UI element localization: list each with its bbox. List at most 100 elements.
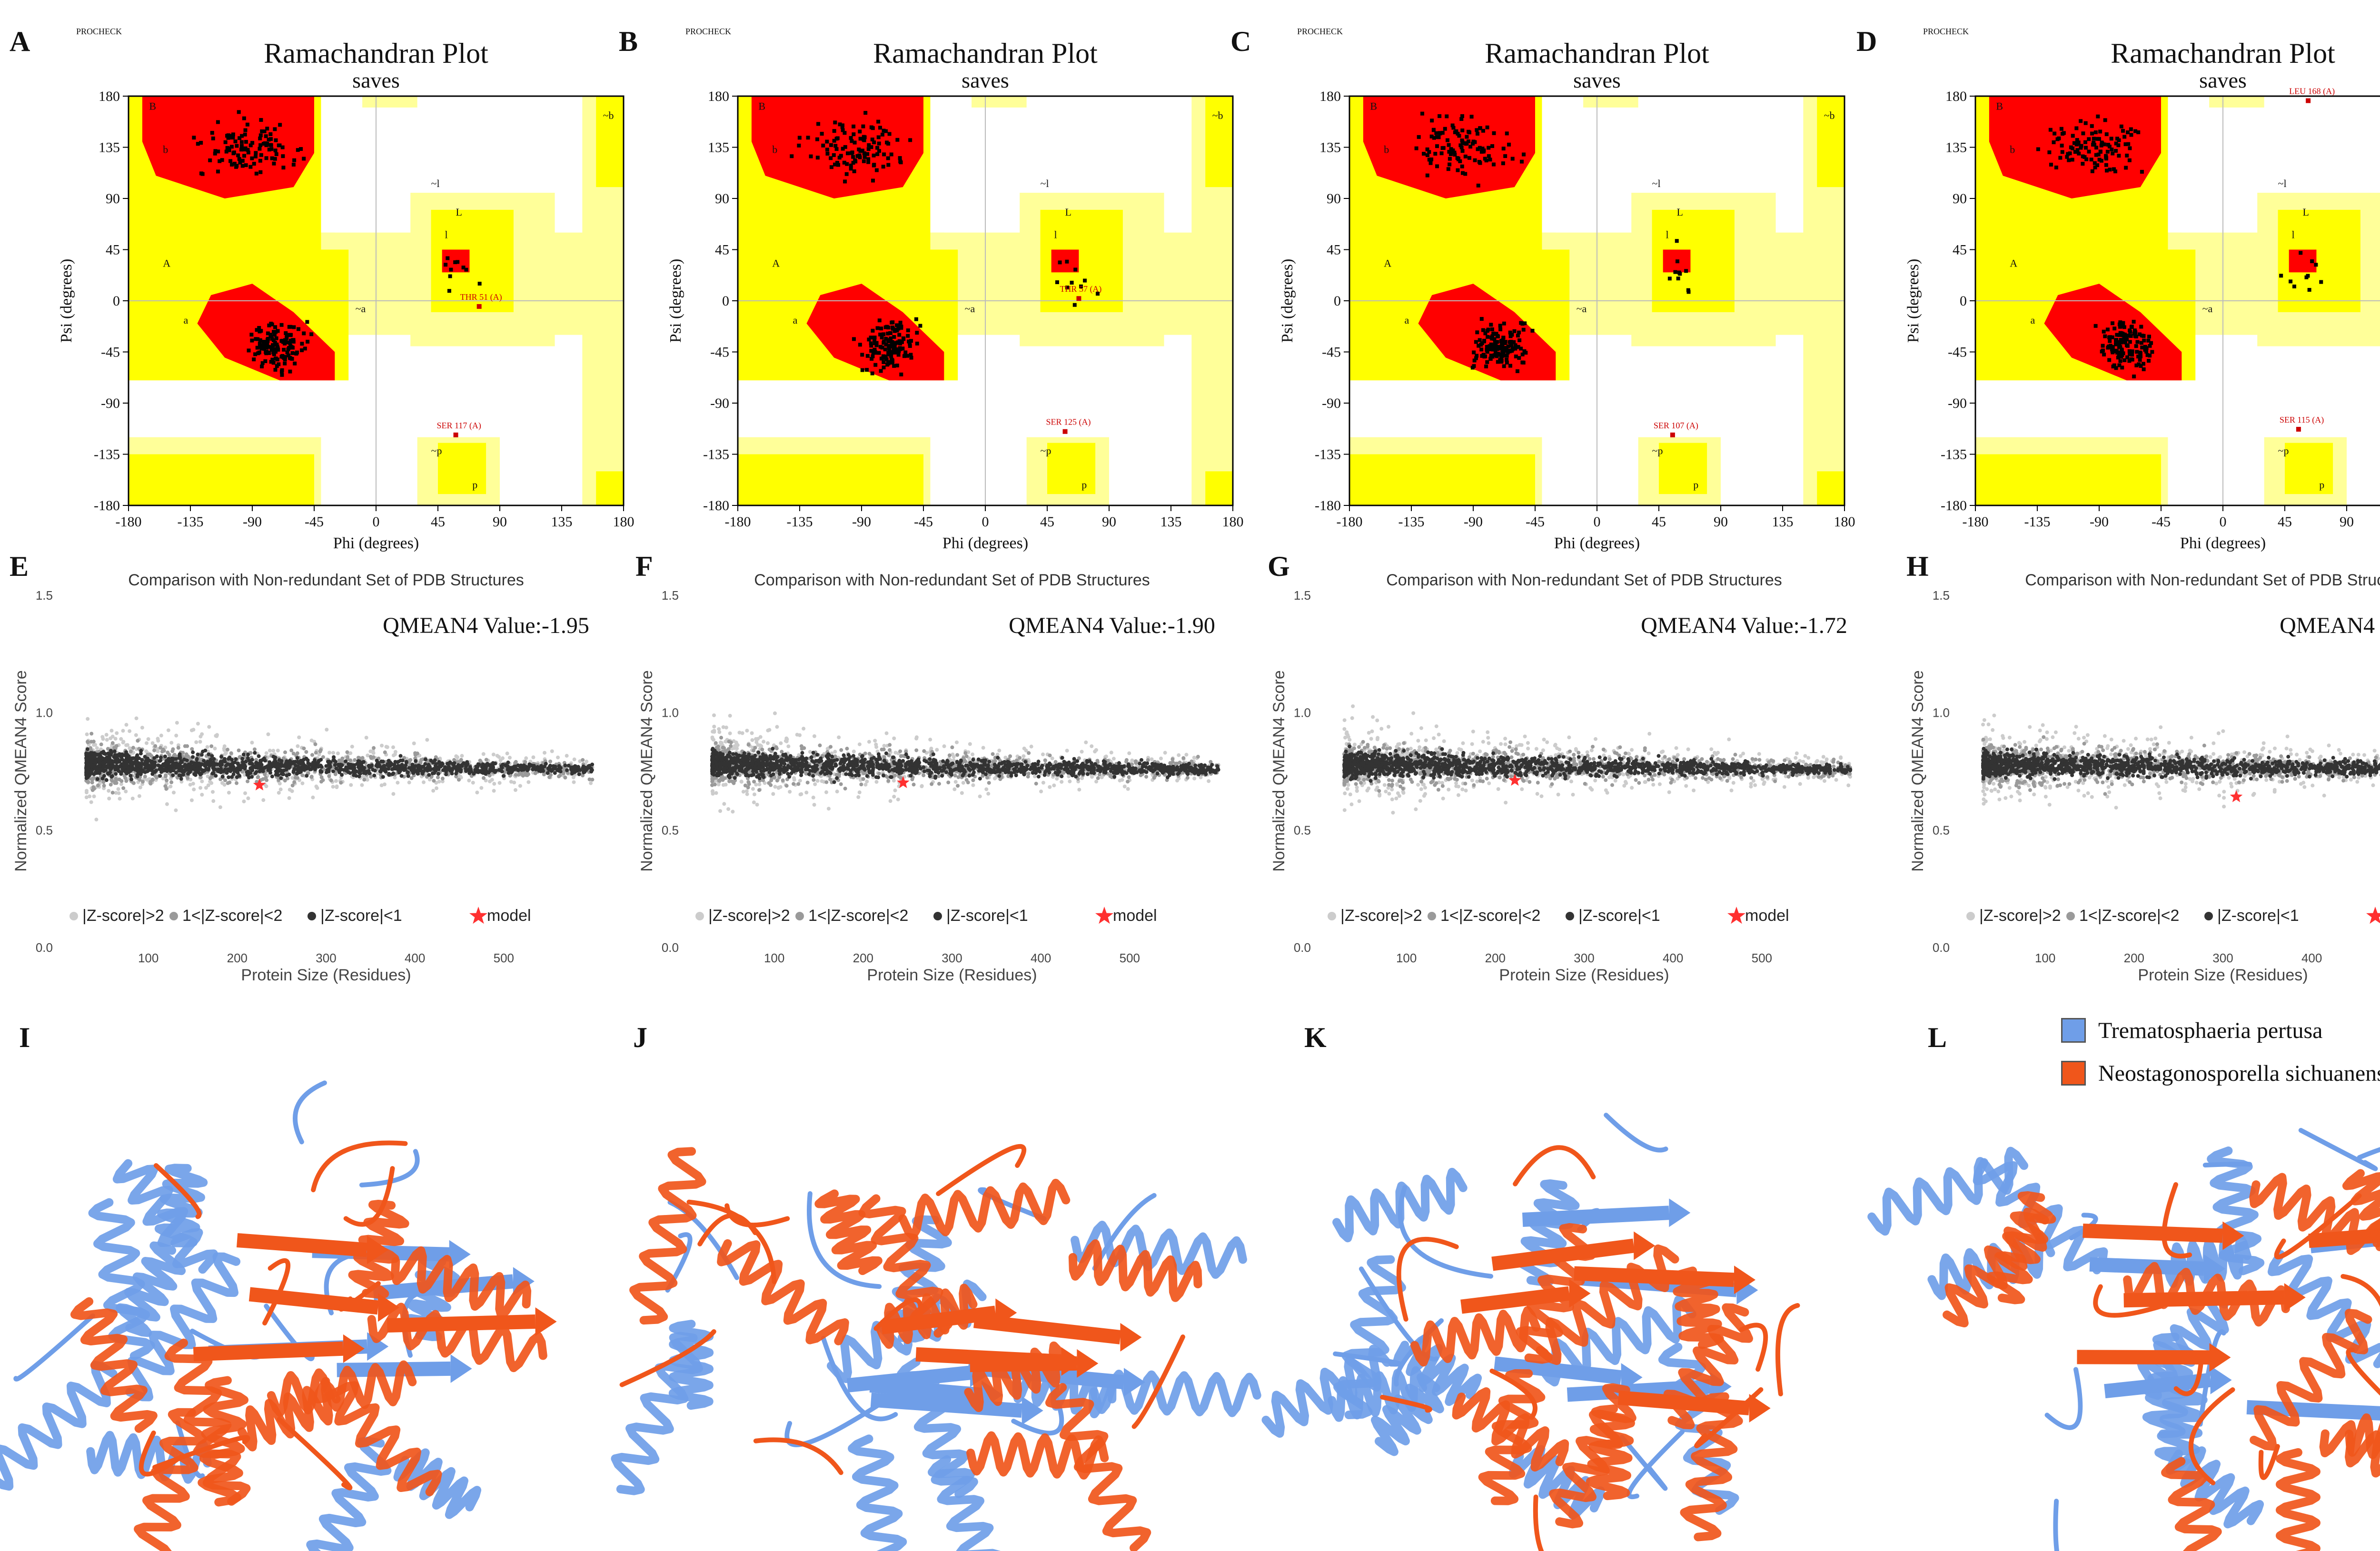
reference-point [261, 798, 266, 802]
residue-point [306, 339, 310, 344]
residue-point [2120, 353, 2124, 357]
residue-point [1480, 341, 1484, 346]
residue-point [1467, 130, 1471, 135]
residue-point [1515, 369, 1519, 373]
residue-point [2102, 142, 2106, 147]
region-label: ~p [431, 445, 442, 457]
reference-point [325, 728, 329, 732]
residue-point [861, 124, 865, 128]
reference-point [256, 775, 260, 779]
reference-point [414, 764, 418, 768]
y-tick-label: 0.5 [36, 823, 53, 837]
reference-point [399, 774, 404, 778]
reference-point [159, 755, 163, 760]
y-tick-label: 135 [1319, 140, 1341, 156]
residue-point [288, 338, 293, 343]
region-label: a [793, 314, 798, 326]
reference-point [235, 766, 239, 770]
x-tick-label: -45 [914, 514, 933, 530]
reference-point [360, 756, 365, 760]
rama-subtitle: saves [962, 68, 1009, 92]
residue-point [860, 148, 864, 153]
residue-point [2117, 344, 2122, 348]
residue-point [2093, 165, 2097, 169]
reference-point [159, 746, 163, 750]
reference-point [309, 763, 313, 767]
residue-point [849, 163, 853, 168]
residue-point [236, 153, 240, 158]
residue-point [271, 361, 276, 365]
residue-point [806, 136, 810, 140]
reference-point [578, 768, 582, 772]
reference-point [513, 788, 517, 792]
x-tick-label: 90 [493, 514, 507, 530]
residue-point [2083, 140, 2088, 144]
residue-point [865, 354, 870, 358]
residue-point [1496, 347, 1500, 351]
reference-point [90, 753, 95, 757]
reference-point [290, 783, 295, 788]
residue-point [878, 332, 883, 336]
reference-point [292, 780, 297, 784]
reference-point [538, 769, 543, 773]
residue-point [836, 163, 841, 167]
residue-point [238, 136, 242, 140]
reference-point [242, 799, 246, 803]
reference-point [812, 734, 816, 738]
residue-point [1072, 303, 1077, 307]
residue-point [852, 132, 856, 137]
residue-point [210, 131, 214, 135]
y-tick-label: 0 [1334, 293, 1341, 309]
reference-point [773, 711, 777, 715]
residue-point [873, 351, 877, 355]
reference-point [95, 767, 99, 771]
reference-point [287, 772, 291, 777]
reference-point [481, 762, 485, 766]
x-tick-label: -135 [787, 514, 813, 530]
residue-point [2081, 162, 2085, 166]
residue-point [909, 353, 913, 357]
reference-point [271, 749, 276, 753]
generous-region [972, 96, 1027, 108]
reference-point [336, 762, 340, 767]
reference-point [279, 776, 283, 780]
reference-point [484, 758, 488, 762]
residue-point [2137, 332, 2142, 336]
residue-point [1435, 164, 1439, 168]
residue-point [890, 320, 894, 325]
residue-point [860, 368, 864, 372]
reference-point [371, 751, 376, 755]
residue-point [268, 334, 273, 338]
reference-point [143, 755, 147, 759]
residue-point [2122, 135, 2127, 139]
reference-point [192, 767, 197, 771]
reference-point [397, 764, 401, 768]
residue-point [889, 360, 893, 365]
residue-point [291, 338, 296, 342]
region-label: A [772, 257, 780, 269]
residue-point [2105, 327, 2110, 332]
residue-point [888, 338, 892, 342]
residue-point [264, 143, 268, 148]
residue-point [1667, 277, 1672, 281]
residue-point [2139, 341, 2143, 345]
residue-point [288, 369, 292, 374]
reference-point [246, 779, 250, 783]
reference-point [590, 778, 595, 782]
residue-point [1488, 347, 1492, 352]
residue-point [1460, 164, 1464, 168]
residue-point [1447, 149, 1451, 154]
reference-point [314, 751, 318, 755]
reference-point [1032, 774, 1037, 779]
residue-point [1503, 341, 1507, 346]
residue-point [1495, 340, 1499, 344]
residue-point [829, 156, 833, 160]
residue-point [293, 361, 297, 366]
residue-point [292, 325, 296, 329]
residue-point [2081, 154, 2085, 158]
reference-point [112, 746, 117, 750]
reference-point [968, 742, 972, 746]
reference-point [479, 786, 484, 790]
residue-point [267, 345, 271, 349]
residue-point [254, 154, 258, 158]
